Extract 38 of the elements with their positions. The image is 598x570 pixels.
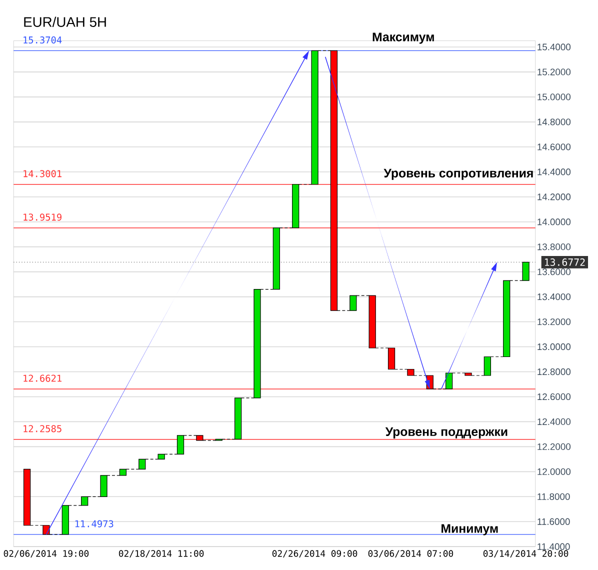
- ref-line-label: 12.2585: [24, 424, 62, 432]
- y-tick-label: 12.2000: [538, 443, 571, 450]
- ref-line-label: 13.9519: [24, 213, 62, 220]
- y-tick-label: 12.0000: [538, 468, 571, 475]
- y-tick-label: 13.6000: [538, 268, 571, 275]
- x-tick-label: 03/06/2014 07:00: [368, 550, 454, 558]
- y-tick-label: 15.2000: [538, 68, 571, 76]
- y-tick-label: 14.0000: [538, 218, 571, 225]
- chart-title: EUR/UAH 5H: [24, 16, 106, 27]
- y-tick-label: 12.6000: [538, 393, 571, 400]
- annotation: Максимум: [372, 32, 434, 44]
- y-tick-label: 12.4000: [538, 418, 571, 425]
- y-tick-label: 14.6000: [538, 143, 571, 150]
- annotation: Уровень сопротивления: [384, 168, 533, 180]
- y-tick-label: 12.8000: [538, 368, 571, 375]
- y-tick-label: 14.2000: [538, 193, 571, 200]
- y-tick-label: 13.4000: [538, 293, 571, 300]
- y-tick-label: 15.0000: [538, 93, 571, 100]
- ref-line-label: 15.3704: [24, 36, 62, 44]
- ref-line-label: 11.4973: [75, 520, 114, 528]
- y-tick-label: 14.8000: [538, 118, 571, 126]
- y-tick-label: 14.4000: [538, 168, 571, 175]
- y-tick-label: 13.2000: [538, 318, 571, 325]
- y-tick-label: 13.8000: [538, 243, 571, 250]
- ref-line-label: 12.6621: [24, 374, 62, 382]
- y-tick-label: 11.6000: [538, 518, 570, 525]
- x-tick-label: 03/14/2014 20:00: [483, 550, 568, 558]
- annotation: Минимум: [442, 524, 498, 536]
- x-tick-label: 02/06/2014 19:00: [4, 550, 89, 558]
- y-tick-label: 15.4000: [538, 43, 571, 50]
- y-tick-label: 11.8000: [538, 493, 570, 500]
- x-tick-label: 02/18/2014 11:00: [118, 550, 204, 558]
- y-tick-label: 11.4000: [538, 543, 570, 550]
- x-tick-label: 02/26/2014 09:00: [272, 550, 358, 558]
- ref-line-label: 14.3001: [24, 170, 62, 177]
- y-tick-label: 13.0000: [538, 343, 571, 350]
- ref-line-label: 13.6772: [545, 258, 585, 266]
- annotation: Уровень поддержки: [385, 427, 508, 438]
